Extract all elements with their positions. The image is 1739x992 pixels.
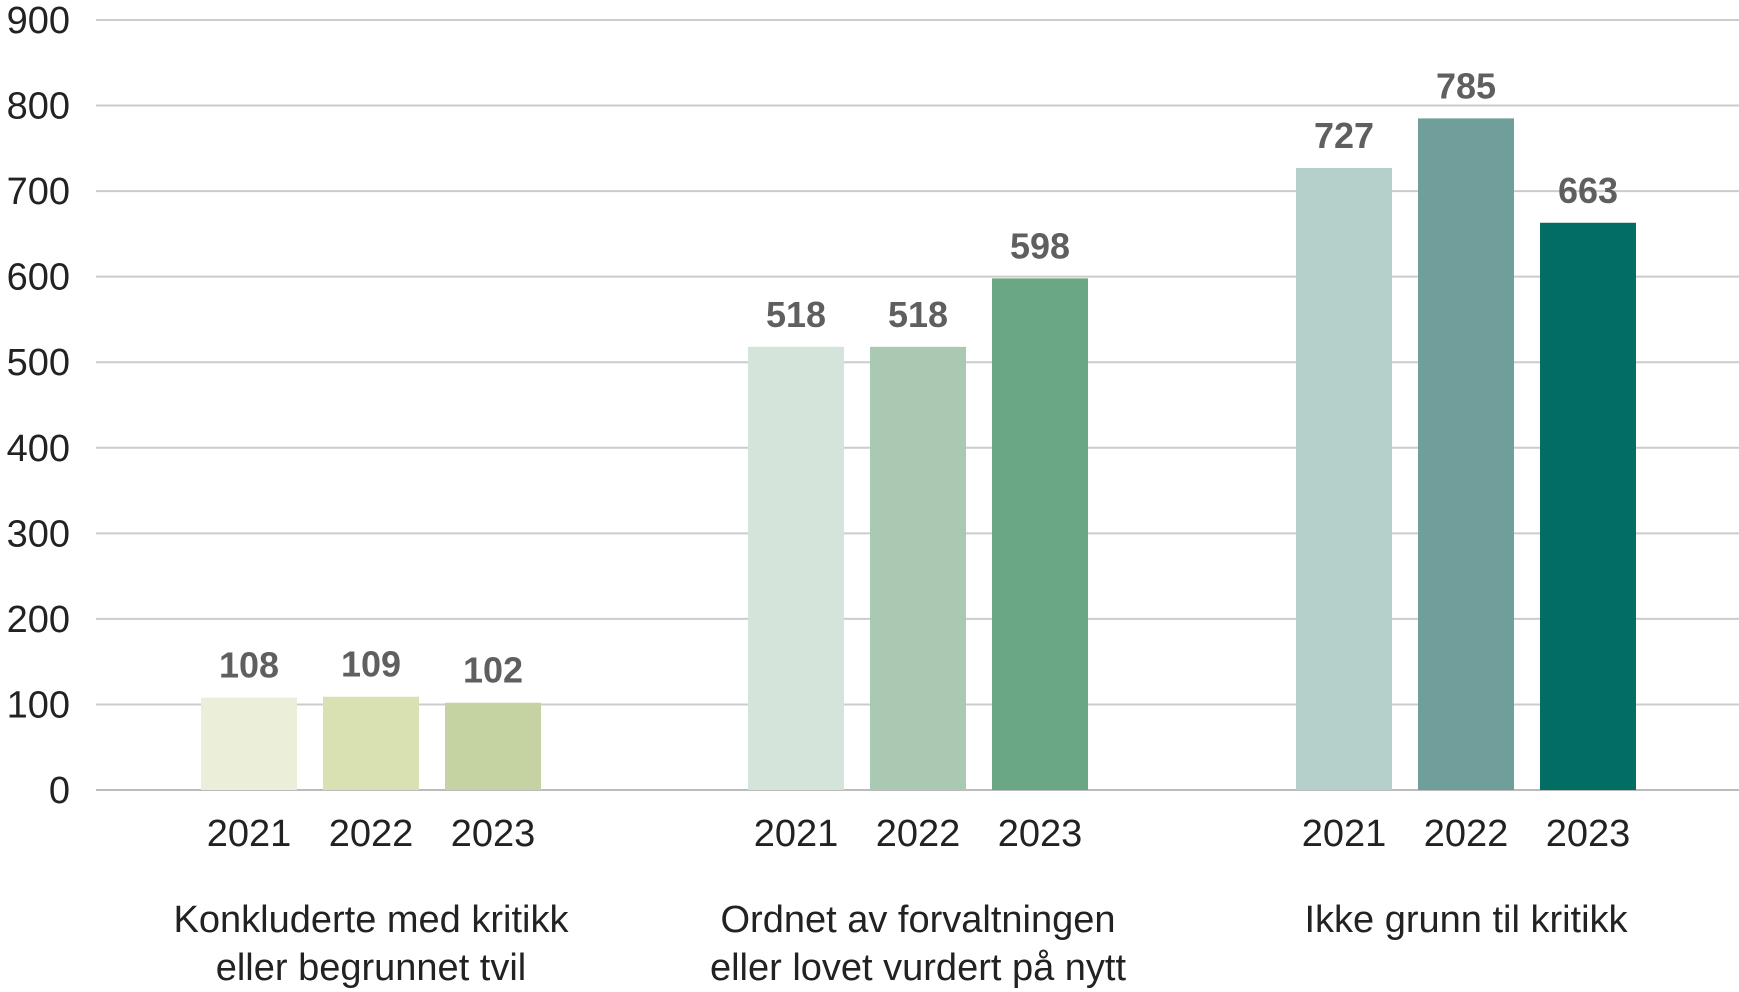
y-axis-ticks: 0 100 200 300 400 500 600 700 800 900: [7, 0, 70, 812]
y-tick-label: 100: [7, 684, 70, 726]
x-tick-label: 2023: [1546, 813, 1631, 855]
y-tick-label: 200: [7, 599, 70, 641]
x-tick-label: 2023: [451, 813, 536, 855]
x-tick-label: 2022: [876, 813, 961, 855]
data-label: 518: [766, 294, 826, 335]
group-labels: Konkluderte med kritikk eller begrunnet t…: [174, 899, 1629, 989]
y-tick-label: 700: [7, 171, 70, 213]
data-label: 518: [888, 294, 948, 335]
group-label: Ikke grunn til kritikk: [1304, 899, 1628, 941]
bar: [201, 697, 297, 790]
group-label: eller lovet vurdert på nytt: [710, 947, 1127, 989]
bar: [445, 702, 541, 790]
data-label: 598: [1010, 225, 1070, 266]
data-label: 663: [1558, 170, 1618, 211]
bars: 108 109 102 518 518 598 727 785 663: [201, 65, 1636, 790]
bar: [323, 696, 419, 790]
group-label: Ordnet av forvaltningen: [720, 899, 1115, 941]
bar: [748, 346, 844, 790]
bar: [870, 346, 966, 790]
x-tick-label: 2021: [754, 813, 839, 855]
y-tick-label: 300: [7, 513, 70, 555]
x-tick-label: 2021: [207, 813, 292, 855]
x-tick-label: 2023: [998, 813, 1083, 855]
bar: [992, 278, 1088, 790]
y-tick-label: 500: [7, 342, 70, 384]
data-label: 109: [341, 644, 401, 685]
y-tick-label: 600: [7, 257, 70, 299]
data-label: 102: [463, 650, 523, 691]
y-tick-label: 900: [7, 0, 70, 42]
data-label: 727: [1314, 115, 1374, 156]
data-label: 108: [219, 645, 279, 686]
x-axis-ticks: 2021 2022 2023 2021 2022 2023 2021 2022 2023: [207, 813, 1631, 855]
y-tick-label: 0: [49, 770, 70, 812]
x-tick-label: 2021: [1302, 813, 1387, 855]
y-tick-label: 400: [7, 428, 70, 470]
group-label: Konkluderte med kritikk: [174, 899, 570, 941]
bar: [1418, 118, 1514, 790]
x-tick-label: 2022: [1424, 813, 1509, 855]
group-label: eller begrunnet tvil: [216, 947, 527, 989]
data-label: 785: [1436, 65, 1496, 106]
y-tick-label: 800: [7, 86, 70, 128]
x-tick-label: 2022: [329, 813, 414, 855]
bar: [1296, 168, 1392, 790]
bar: [1540, 222, 1636, 790]
